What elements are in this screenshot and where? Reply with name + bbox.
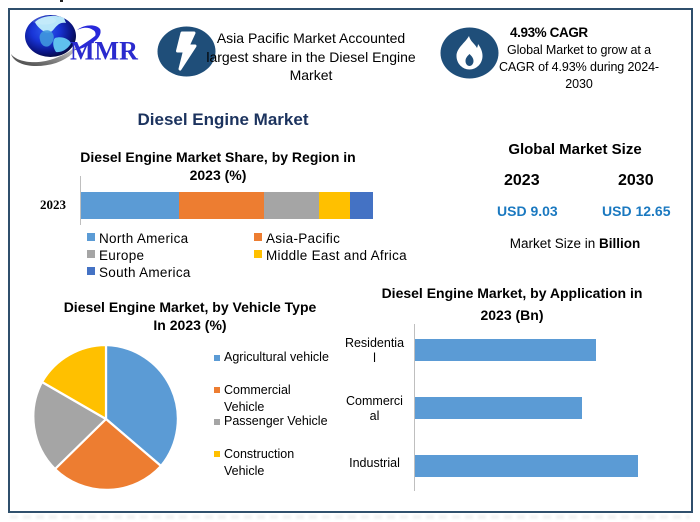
svg-text:MMR: MMR [70, 37, 138, 66]
